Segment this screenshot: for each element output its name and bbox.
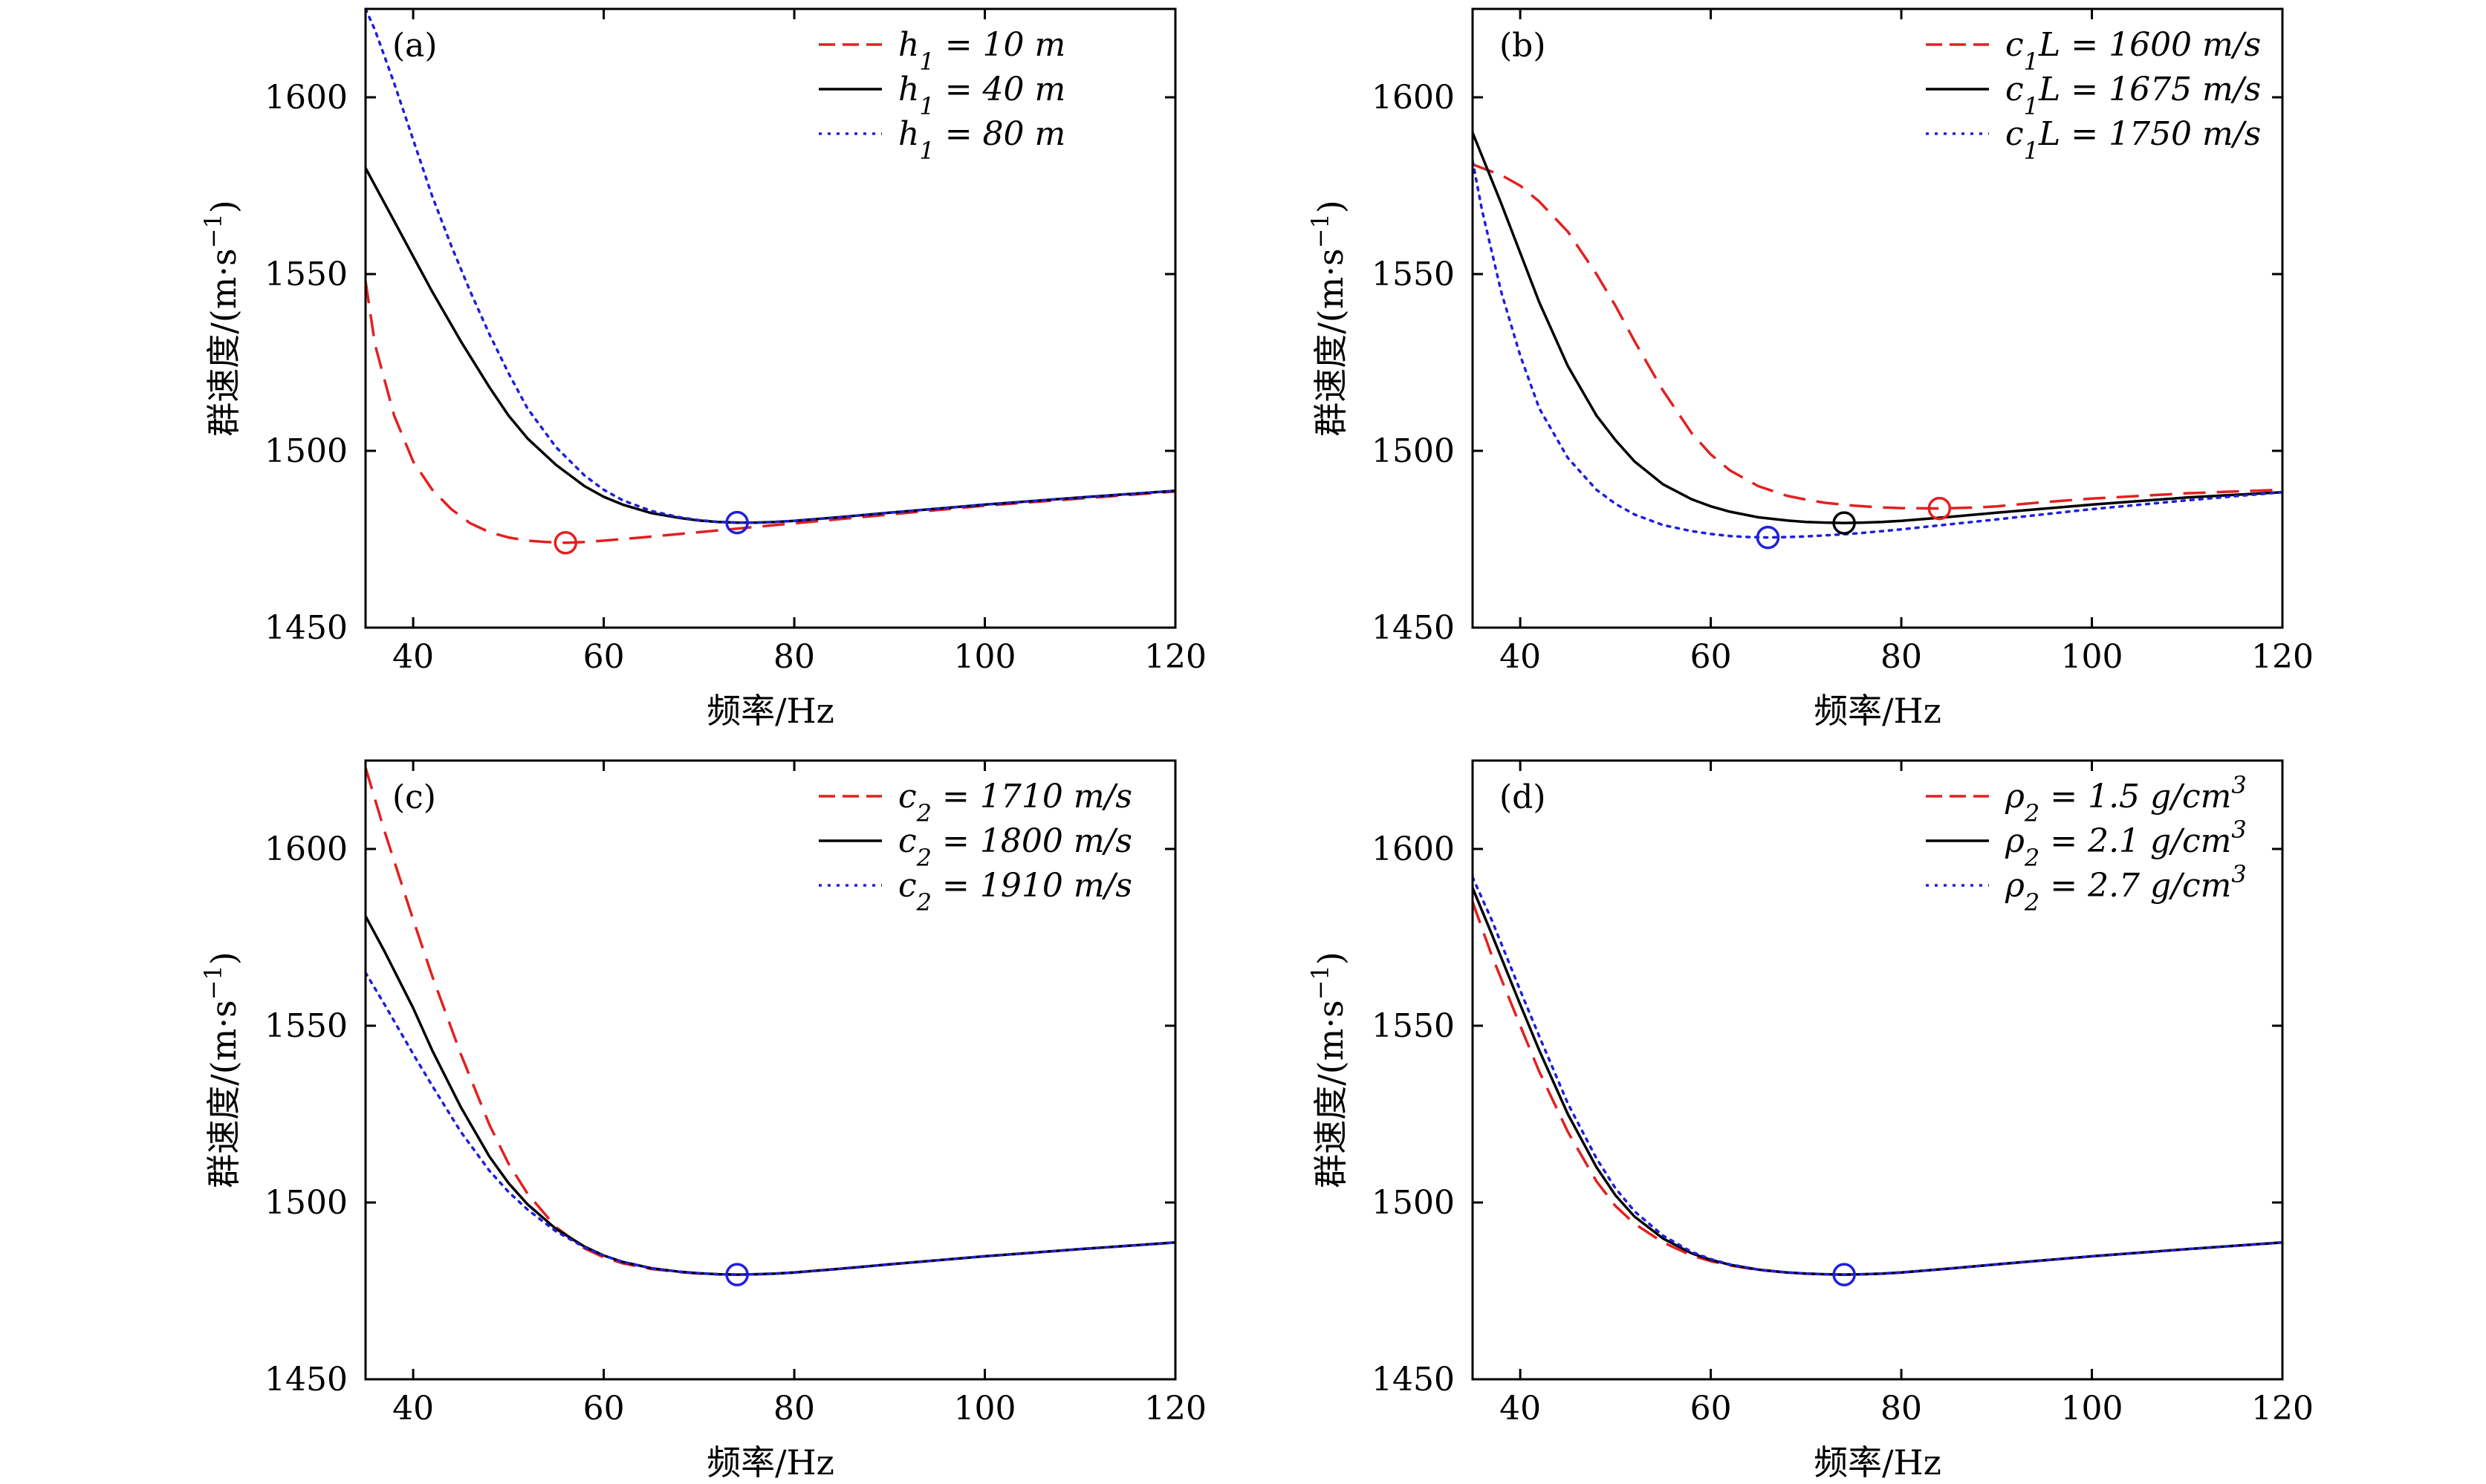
- panel-a: 40 60 80 100 120 1450 1500 1550 1600 频率/Hz 群速度/(m·…: [199, 7, 1207, 731]
- series-line-3: [366, 9, 1175, 524]
- minimum-marker-1: [1927, 496, 1952, 521]
- x-tick-label: 80: [1880, 638, 1922, 676]
- panel-label: (a): [392, 27, 438, 65]
- x-tick-label: 120: [1144, 638, 1207, 676]
- panel-label: (b): [1499, 27, 1546, 65]
- plot-frame: [1471, 7, 2284, 629]
- series-line-2: [1473, 887, 2282, 1276]
- y-tick-label: 1500: [264, 432, 348, 470]
- x-tick-label: 100: [2061, 638, 2123, 676]
- y-axis-label: 群速度/(m·s−1): [1306, 200, 1351, 436]
- x-tick-label: 40: [392, 1390, 434, 1428]
- y-axis-label: 群速度/(m·s−1): [199, 200, 244, 436]
- legend-entry-3: ρ2 = 2.7 g/cm3: [2005, 860, 2247, 917]
- x-tick-label: 40: [392, 638, 434, 676]
- panel-c: 40 60 80 100 120 1450 1500 1550 1600 频率/Hz 群速度/(m·…: [199, 759, 1207, 1483]
- legend-entry-2: c1L = 1675 m/s: [2005, 71, 2261, 120]
- x-axis-label: 频率/Hz: [707, 1442, 834, 1483]
- x-tick-label: 100: [2061, 1390, 2123, 1428]
- x-tick-label: 60: [1690, 1390, 1732, 1428]
- legend-entry-1: c2 = 1710 m/s: [898, 778, 1132, 827]
- y-tick-label: 1550: [264, 1007, 348, 1045]
- legend-entry-2: ρ2 = 2.1 g/cm3: [2005, 816, 2247, 872]
- x-axis-label: 频率/Hz: [1814, 1442, 1941, 1483]
- x-tick-label: 40: [1499, 1390, 1541, 1428]
- x-tick-label: 60: [1690, 638, 1732, 676]
- legend-entry-1: h1 = 10 m: [898, 26, 1065, 76]
- minimum-marker-2: [725, 510, 749, 535]
- y-tick-label: 1600: [264, 79, 348, 117]
- series-line-1: [1473, 901, 2282, 1276]
- y-tick-label: 1550: [1372, 256, 1455, 293]
- panel-label: (c): [392, 778, 436, 816]
- panel-d: 40 60 80 100 120 1450 1500 1550 1600 频率/Hz 群速度/(m·…: [1306, 759, 2314, 1483]
- y-tick-label: 1550: [264, 256, 348, 293]
- y-tick-label: 1450: [1372, 1361, 1455, 1399]
- x-tick-label: 120: [1144, 1390, 1207, 1428]
- series-line-2: [366, 915, 1175, 1276]
- series-line-3: [1473, 876, 2282, 1276]
- y-tick-label: 1450: [264, 609, 348, 647]
- minimum-marker-2: [1832, 511, 1856, 535]
- minimum-marker-1: [725, 1263, 749, 1286]
- series-line-1: [1473, 163, 2282, 510]
- panel-b: 40 60 80 100 120 1450 1500 1550 1600 频率/Hz 群速度/(m·…: [1306, 7, 2314, 731]
- panel-label: (d): [1499, 778, 1546, 816]
- x-axis-label: 频率/Hz: [707, 691, 834, 731]
- series-line-2: [366, 167, 1175, 524]
- y-tick-label: 1500: [264, 1184, 348, 1222]
- legend-entry-2: c2 = 1800 m/s: [898, 822, 1132, 872]
- y-tick-label: 1450: [264, 1361, 348, 1399]
- x-tick-label: 80: [1880, 1390, 1922, 1428]
- series-line-3: [1473, 159, 2282, 539]
- x-tick-label: 80: [773, 638, 815, 676]
- legend-entry-3: c1L = 1750 m/s: [2005, 115, 2261, 165]
- x-tick-label: 60: [583, 1390, 625, 1428]
- x-tick-label: 120: [2251, 638, 2314, 676]
- plot-frame: [364, 759, 1177, 1381]
- x-tick-label: 100: [954, 638, 1016, 676]
- x-axis-label: 频率/Hz: [1814, 691, 1941, 731]
- x-tick-label: 60: [583, 638, 625, 676]
- x-tick-label: 80: [773, 1390, 815, 1428]
- legend-entry-1: ρ2 = 1.5 g/cm3: [2005, 771, 2247, 827]
- plot-frame: [1471, 759, 2284, 1381]
- minimum-marker-1: [554, 531, 578, 555]
- y-tick-label: 1600: [1372, 830, 1455, 868]
- y-tick-label: 1450: [1372, 609, 1455, 647]
- legend-entry-2: h1 = 40 m: [898, 71, 1065, 120]
- x-tick-label: 40: [1499, 638, 1541, 676]
- minimum-marker-1: [1832, 1263, 1856, 1286]
- x-tick-label: 120: [2251, 1390, 2314, 1428]
- y-axis-label: 群速度/(m·s−1): [199, 951, 244, 1188]
- legend-entry-3: c2 = 1910 m/s: [898, 867, 1132, 917]
- y-axis-label: 群速度/(m·s−1): [1306, 951, 1351, 1188]
- series-line-1: [366, 281, 1175, 544]
- y-tick-label: 1600: [264, 830, 348, 868]
- y-tick-label: 1600: [1372, 79, 1455, 117]
- x-tick-label: 100: [954, 1390, 1016, 1428]
- y-tick-label: 1550: [1372, 1007, 1455, 1045]
- legend-entry-3: h1 = 80 m: [898, 115, 1065, 165]
- minimum-marker-3: [1756, 525, 1780, 550]
- plot-frame: [364, 7, 1177, 629]
- y-tick-label: 1500: [1372, 1184, 1455, 1222]
- series-line-3: [366, 971, 1175, 1276]
- y-tick-label: 1500: [1372, 432, 1455, 470]
- series-line-2: [1473, 131, 2282, 524]
- legend-entry-1: c1L = 1600 m/s: [2005, 26, 2261, 76]
